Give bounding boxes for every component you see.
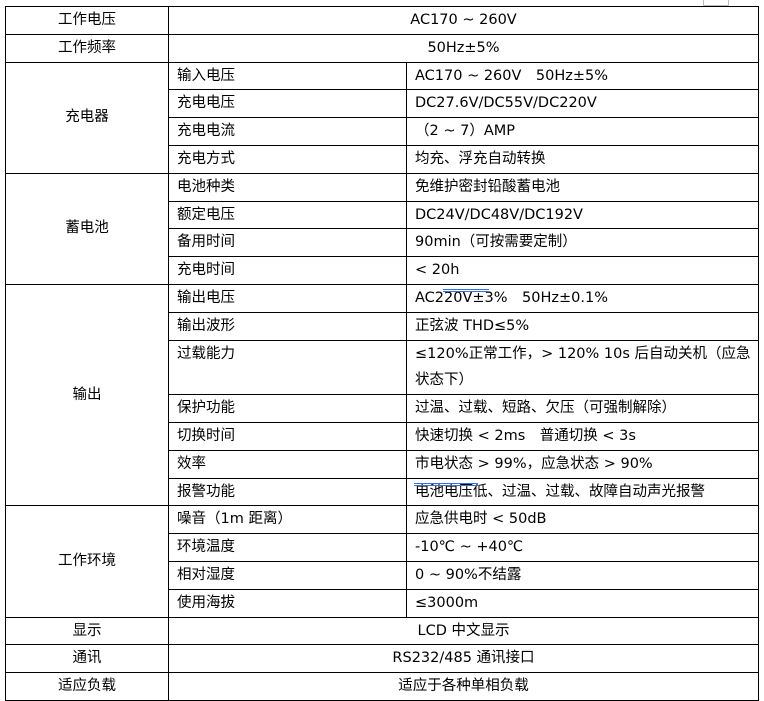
spec-subrow: 切换时间 快速切换 < 2ms 普通切换 < 3s [6,421,759,451]
spec-subrow: 过载能力 ≤120%正常工作，> 120% 10s 后自动关机（应急状态下） [6,339,759,396]
spec-label: 通讯 [5,644,169,674]
spec-sub-label: 效率 [168,449,407,479]
spec-sub-value: 市电状态 > 99%，应急状态 > 90% [406,449,759,479]
spec-sub-value: 正弦波 THD≤5% [406,311,759,341]
spec-sub-label: 充电时间 [168,256,407,285]
spec-sub-label: 额定电压 [168,200,407,230]
spec-sub-value: < 20h [406,256,759,285]
spec-label: 工作频率 [5,33,169,63]
spec-sub-value: 均充、浮充自动转换 [406,144,759,174]
spec-table-body: 工作电压 AC170 ~ 260V 工作频率 50Hz±5% 充电器 输入电压 AC170 … [5,6,759,701]
spec-sub-value: 90min（可按需要定制） [406,228,759,258]
spec-subrow: 充电时间 < 20h [6,256,759,285]
spec-sub-value: 过温、过载、短路、欠压（可强制解除） [406,394,759,423]
spec-sub-label: 报警功能 [168,477,407,507]
spec-row: 工作电压 AC170 ~ 260V [5,6,759,35]
spec-sub-label: 过载能力 [168,339,407,396]
spec-subrow: 环境温度 -10℃ ~ +40℃ [6,533,759,562]
spec-sub-label: 输出电压 [168,283,407,313]
spec-sub-label: 保护功能 [168,394,407,423]
spec-label: 适应负载 [5,672,169,701]
spec-sub-value: -10℃ ~ +40℃ [406,533,759,562]
spec-sub-value: 免维护密封铅酸蓄电池 [406,172,759,202]
spec-sub-value: （2 ~ 7）AMP [406,117,759,146]
spec-sub-value: 0 ~ 90%不结露 [406,560,759,590]
spec-label: 工作电压 [5,6,169,35]
spec-sub-label: 噪音（1m 距离） [168,505,407,535]
spec-sub-label: 相对湿度 [168,560,407,590]
spec-sub-value: ≤120%正常工作，> 120% 10s 后自动关机（应急状态下） [406,339,759,396]
spec-subrow: 报警功能 电池电压低、过温、过载、故障自动声光报警 [6,477,759,507]
spec-value: 50Hz±5% [168,33,759,63]
spec-value: 适应于各种单相负载 [168,672,759,701]
spec-group-label: 蓄电池 [5,172,169,285]
spec-group-label: 充电器 [5,61,169,174]
spec-sub-value: 电池电压低、过温、过载、故障自动声光报警 [406,477,759,507]
spec-subrow: 充电电压 DC27.6V/DC55V/DC220V [6,89,759,119]
page-corner-mark [703,0,729,6]
spec-row: 通讯 RS232/485 通讯接口 [5,644,759,674]
spec-subrow: 输出 输出电压 AC220V±3% 50Hz±0.1% [5,283,759,507]
spec-sub-value: DC27.6V/DC55V/DC220V [406,89,759,119]
spec-subrow: 蓄电池 电池种类 免维护密封铅酸蓄电池 [5,172,759,285]
spec-sub-value: 应急供电时 < 50dB [406,505,759,535]
spec-sub-label: 充电电流 [168,117,407,146]
spec-sub-label: 切换时间 [168,421,407,451]
spec-row: 显示 LCD 中文显示 [5,616,759,646]
spec-value: AC170 ~ 260V [168,6,759,35]
spec-sub-label: 充电电压 [168,89,407,119]
spec-group-label: 输出 [5,283,169,507]
spec-sub-value: 快速切换 < 2ms 普通切换 < 3s [406,421,759,451]
spec-subrow: 相对湿度 0 ~ 90%不结露 [6,560,759,590]
spec-label: 显示 [5,616,169,646]
spec-subrow: 工作环境 噪音（1m 距离） 应急供电时 < 50dB [5,505,759,618]
spec-subrow: 输出波形 正弦波 THD≤5% [6,311,759,341]
spec-subrow: 备用时间 90min（可按需要定制） [6,228,759,258]
spec-group-label: 工作环境 [5,505,169,618]
spec-sub-label: 电池种类 [168,172,407,202]
spec-subrow: 保护功能 过温、过载、短路、欠压（可强制解除） [6,394,759,423]
spec-sub-value: AC170 ~ 260V 50Hz±5% [406,61,759,91]
spec-table: 工作电压 AC170 ~ 260V 工作频率 50Hz±5% 充电器 输入电压 AC170 … [5,6,759,701]
spec-subrow: 充电方式 均充、浮充自动转换 [6,144,759,174]
spec-sub-label: 输入电压 [168,61,407,91]
spec-sub-label: 备用时间 [168,228,407,258]
spec-sub-label: 充电方式 [168,144,407,174]
spec-sub-label: 环境温度 [168,533,407,562]
spec-sub-label: 使用海拔 [168,588,407,618]
spec-sub-label: 输出波形 [168,311,407,341]
spec-subrow: 充电器 输入电压 AC170 ~ 260V 50Hz±5% [5,61,759,174]
spec-sub-value: ≤3000m [406,588,759,618]
spec-sub-value: AC220V±3% 50Hz±0.1% [406,283,759,313]
spec-row: 适应负载 适应于各种单相负载 [5,672,759,701]
spec-row: 工作频率 50Hz±5% [5,33,759,63]
spec-value: LCD 中文显示 [168,616,759,646]
spec-value: RS232/485 通讯接口 [168,644,759,674]
spec-sub-value: DC24V/DC48V/DC192V [406,200,759,230]
